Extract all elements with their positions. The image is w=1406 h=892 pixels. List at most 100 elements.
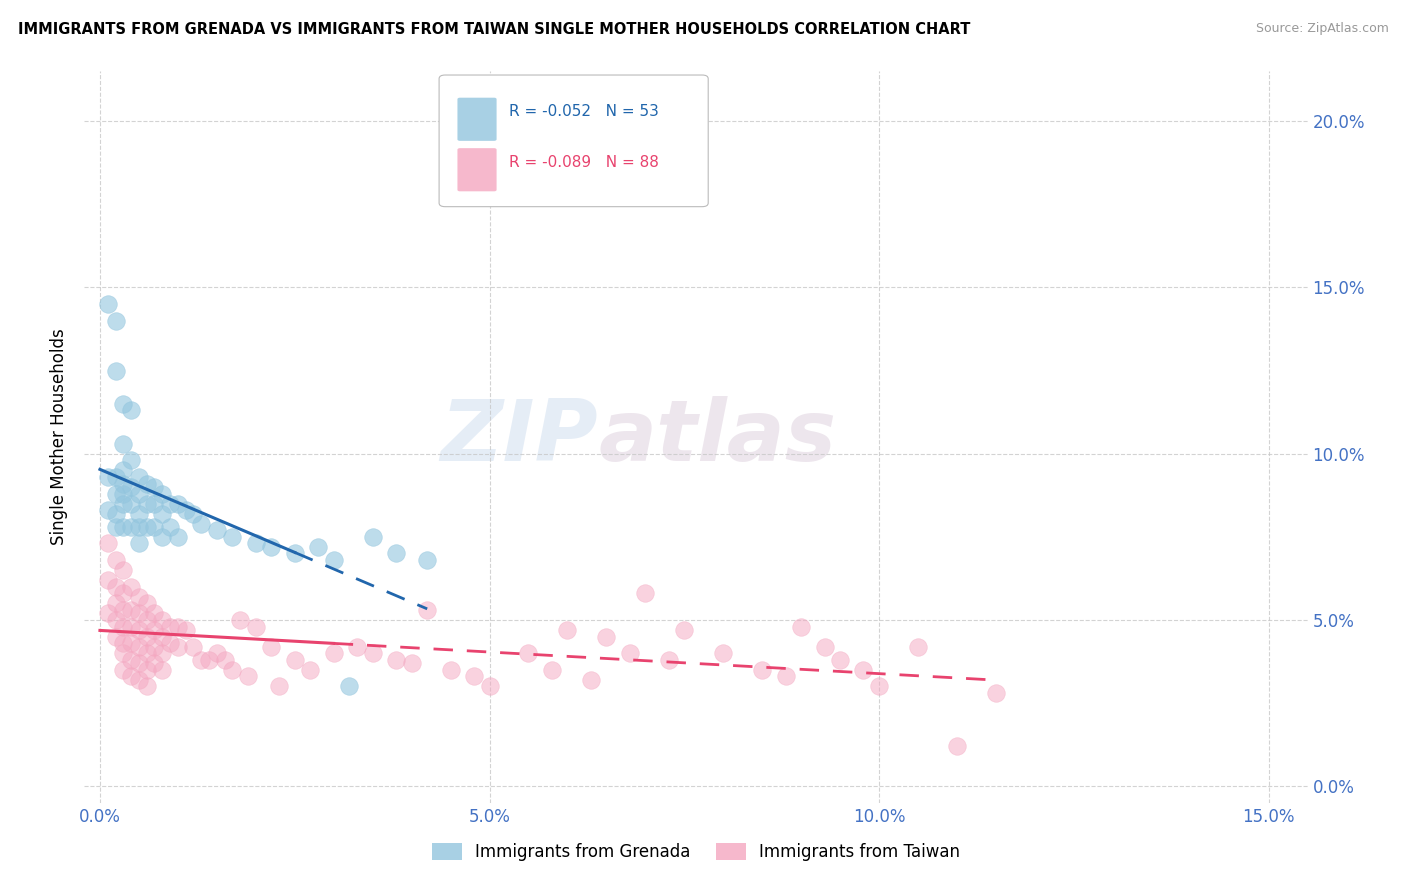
Point: [120, 653, 142, 667]
Legend: Immigrants from Grenada, Immigrants from Taiwan: Immigrants from Grenada, Immigrants from…: [425, 836, 967, 868]
Point: [112, 497, 135, 511]
Point: [150, 630, 173, 644]
Point: [579, 673, 602, 687]
Point: [104, 314, 127, 328]
Point: [439, 663, 461, 677]
Point: [385, 653, 408, 667]
Point: [112, 563, 135, 577]
Text: ZIP: ZIP: [440, 395, 598, 479]
Point: [128, 623, 150, 637]
Point: [135, 680, 157, 694]
Point: [97, 536, 120, 550]
Point: [112, 603, 135, 617]
Point: [830, 653, 852, 667]
Point: [128, 673, 150, 687]
Point: [112, 619, 135, 633]
Point: [205, 523, 228, 537]
Point: [128, 520, 150, 534]
Point: [128, 640, 150, 654]
Point: [190, 516, 212, 531]
Point: [128, 656, 150, 670]
Point: [135, 497, 157, 511]
Point: [284, 653, 307, 667]
Point: [401, 656, 423, 670]
Point: [361, 646, 384, 660]
Point: [385, 546, 408, 560]
Point: [112, 586, 135, 600]
Point: [322, 646, 344, 660]
Point: [143, 520, 166, 534]
Point: [120, 480, 142, 494]
Point: [112, 476, 135, 491]
Point: [166, 619, 188, 633]
Point: [751, 663, 773, 677]
Point: [337, 680, 360, 694]
Point: [557, 623, 579, 637]
Point: [868, 680, 890, 694]
Point: [104, 630, 127, 644]
Point: [104, 507, 127, 521]
Point: [198, 653, 221, 667]
Point: [416, 603, 439, 617]
Point: [120, 603, 142, 617]
Point: [595, 630, 617, 644]
Point: [135, 520, 157, 534]
Point: [150, 646, 173, 660]
Point: [166, 497, 188, 511]
Point: [135, 596, 157, 610]
Point: [97, 573, 120, 587]
Point: [104, 580, 127, 594]
Point: [619, 646, 641, 660]
Point: [104, 520, 127, 534]
Point: [236, 669, 259, 683]
Point: [214, 653, 236, 667]
Point: [143, 480, 166, 494]
Point: [104, 553, 127, 567]
Point: [104, 486, 127, 500]
Point: [361, 530, 384, 544]
Point: [135, 646, 157, 660]
Point: [790, 619, 813, 633]
Point: [205, 646, 228, 660]
Point: [307, 540, 329, 554]
Point: [540, 663, 562, 677]
Point: [775, 669, 797, 683]
Point: [143, 656, 166, 670]
Point: [150, 613, 173, 627]
Point: [128, 590, 150, 604]
Point: [166, 530, 188, 544]
Text: atlas: atlas: [598, 395, 837, 479]
Point: [984, 686, 1007, 700]
Point: [143, 623, 166, 637]
Point: [183, 640, 205, 654]
Point: [166, 640, 188, 654]
Point: [120, 669, 142, 683]
Point: [229, 613, 252, 627]
Point: [112, 397, 135, 411]
Point: [221, 530, 243, 544]
Point: [120, 580, 142, 594]
Point: [112, 463, 135, 477]
Point: [322, 553, 344, 567]
Point: [478, 680, 501, 694]
Point: [260, 640, 283, 654]
Point: [150, 663, 173, 677]
FancyBboxPatch shape: [457, 148, 496, 191]
Point: [299, 663, 322, 677]
Point: [112, 436, 135, 450]
Text: IMMIGRANTS FROM GRENADA VS IMMIGRANTS FROM TAIWAN SINGLE MOTHER HOUSEHOLDS CORRE: IMMIGRANTS FROM GRENADA VS IMMIGRANTS FR…: [18, 22, 970, 37]
Point: [128, 470, 150, 484]
Point: [120, 453, 142, 467]
Point: [245, 619, 267, 633]
Point: [128, 486, 150, 500]
Point: [104, 470, 127, 484]
Point: [112, 636, 135, 650]
Point: [517, 646, 540, 660]
Point: [159, 619, 181, 633]
Point: [150, 530, 173, 544]
Point: [463, 669, 485, 683]
Text: R = -0.052   N = 53: R = -0.052 N = 53: [509, 104, 658, 120]
Point: [120, 403, 142, 417]
Point: [97, 607, 120, 621]
Point: [159, 636, 181, 650]
